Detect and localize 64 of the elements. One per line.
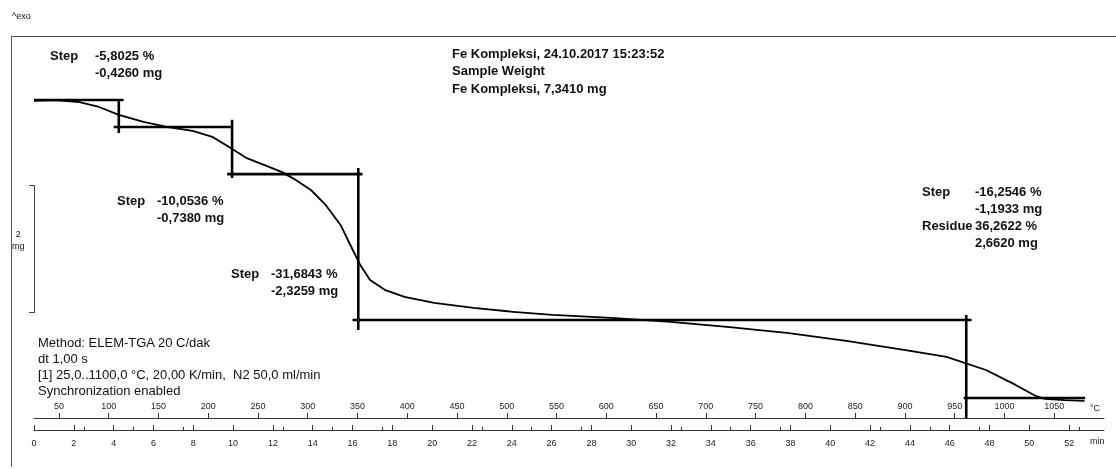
x-tick-label: 42 [865, 437, 876, 448]
x2-tick-label: 200 [200, 400, 216, 411]
x-tick-label: 44 [904, 437, 915, 448]
x2-tick-label: 1000 [994, 400, 1015, 411]
x2-tick-label: 1050 [1044, 400, 1065, 411]
x-tick-label: 18 [387, 437, 398, 448]
x-tick-label: 6 [150, 437, 156, 448]
x-tick-label: 22 [466, 437, 477, 448]
x-tick-label: 32 [666, 437, 677, 448]
x-tick-label: 16 [347, 437, 358, 448]
x2-tick-label: 950 [947, 400, 963, 411]
chart-subtitle: Sample Weight [452, 63, 546, 78]
x-tick-label: 14 [307, 437, 318, 448]
text: Step Residue [922, 184, 973, 233]
x-tick-label: 50 [1024, 437, 1035, 448]
x-tick-label: 2 [71, 437, 77, 448]
x-tick-label: 36 [745, 437, 756, 448]
x2-tick-label: 650 [648, 400, 664, 411]
x-tick-label: 8 [190, 437, 196, 448]
x-tick-label: 34 [705, 437, 716, 448]
x2-tick-label: 850 [847, 400, 863, 411]
annotation: -10,0536 % -0,7380 mg [157, 193, 225, 225]
x2-tick-label: 300 [300, 400, 316, 411]
x2-tick-label: 400 [399, 400, 415, 411]
annotation: -16,2546 % -1,1933 mg 36,2622 % 2,6620 mg [975, 184, 1043, 250]
annotation: Step [117, 193, 146, 208]
x-tick-label: 30 [626, 437, 637, 448]
x-tick-label: 40 [825, 437, 836, 448]
x2-tick-label: 50 [53, 400, 64, 411]
x-tick-label: 48 [984, 437, 995, 448]
x2-tick-label: 100 [101, 400, 117, 411]
x-tick-label: 26 [546, 437, 557, 448]
x-tick-label: 46 [944, 437, 955, 448]
x2-tick-label: 600 [598, 400, 614, 411]
x-tick-label: 38 [785, 437, 796, 448]
x2-tick-label: 500 [499, 400, 515, 411]
chart-title: Fe Kompleksi, 24.10.2017 15:23:52 [452, 46, 665, 61]
x2-tick-label: 550 [549, 400, 565, 411]
x-tick-label: 4 [111, 437, 117, 448]
x2-tick-label: 250 [250, 400, 266, 411]
annotation: -31,6843 % -2,3259 mg [271, 266, 339, 298]
x-tick-label: 0 [31, 437, 37, 448]
x2-tick-label: 150 [150, 400, 166, 411]
x2-tick-label: 900 [897, 400, 913, 411]
annotation: Step [231, 266, 260, 281]
x-axis-title: min [1090, 435, 1105, 446]
x-tick-label: 20 [427, 437, 438, 448]
x-tick-label: 24 [506, 437, 517, 448]
text: ^exo [12, 11, 31, 21]
x-tick-label: 12 [267, 437, 278, 448]
annotation: Method: ELEM-TGA 20 C/dak dt 1,00 s [1] 25,0..1100,0 °C, 20,00 K/min, N2 50,0 ml/min Synchronization enabled [38, 334, 321, 398]
x-tick-label: 52 [1064, 437, 1075, 448]
text: -5,8025 % -0,4260 mg [95, 48, 163, 80]
x-tick-label: 10 [228, 437, 239, 448]
x2-tick-label: 750 [748, 400, 764, 411]
x2-axis-title: °C [1090, 402, 1101, 413]
x-tick-label: 28 [586, 437, 597, 448]
x2-tick-label: 800 [797, 400, 813, 411]
text: Step [50, 48, 79, 63]
x2-tick-label: 700 [698, 400, 714, 411]
text: 2 mg [11, 229, 25, 251]
text: Fe Kompleksi, 7,3410 mg [452, 81, 607, 96]
x2-tick-label: 350 [349, 400, 365, 411]
x2-tick-label: 450 [449, 400, 465, 411]
